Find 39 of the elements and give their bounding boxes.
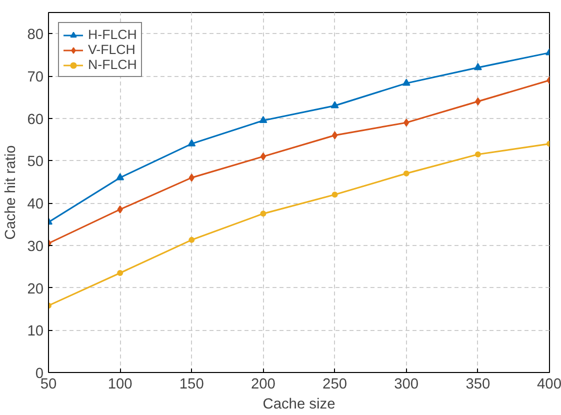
y-tick-label: 70: [27, 70, 44, 86]
point: [475, 97, 481, 106]
point: [117, 205, 123, 214]
x-tick-label: 50: [40, 376, 57, 392]
legend-label: H-FLCH: [88, 27, 137, 42]
point: [332, 192, 338, 198]
point: [330, 101, 339, 108]
x-tick-label: 250: [322, 376, 348, 392]
x-tick-label: 200: [250, 376, 276, 392]
y-tick-label: 50: [27, 154, 44, 170]
point: [260, 210, 266, 217]
point: [260, 152, 266, 160]
y-tick-label: 60: [27, 112, 44, 128]
x-tick-label: 300: [394, 376, 419, 392]
y-tick-label: 40: [27, 196, 44, 213]
x-axis-title: Cache size: [262, 396, 336, 412]
x-tick-label: 100: [108, 376, 132, 392]
x-tick-label: 400: [537, 376, 561, 392]
point: [116, 173, 124, 180]
point: [404, 118, 410, 127]
point: [474, 63, 482, 70]
legend-label: N-FLCH: [88, 57, 137, 72]
y-tick-label: 30: [27, 238, 44, 255]
point: [188, 174, 194, 182]
point: [188, 139, 196, 146]
y-tick-label: 20: [27, 281, 44, 298]
y-axis-title: Cache hit ratio: [3, 145, 20, 240]
legend-label: V-FLCH: [88, 42, 136, 57]
point: [117, 270, 124, 276]
x-tick-label: 150: [179, 376, 204, 392]
point: [403, 170, 410, 176]
point: [332, 131, 338, 140]
point: [259, 116, 268, 124]
point: [402, 78, 410, 86]
point: [474, 151, 481, 158]
y-tick-label: 80: [27, 27, 44, 44]
point: [188, 236, 195, 243]
y-tick-label: 10: [27, 324, 44, 340]
x-tick-label: 350: [466, 376, 490, 392]
